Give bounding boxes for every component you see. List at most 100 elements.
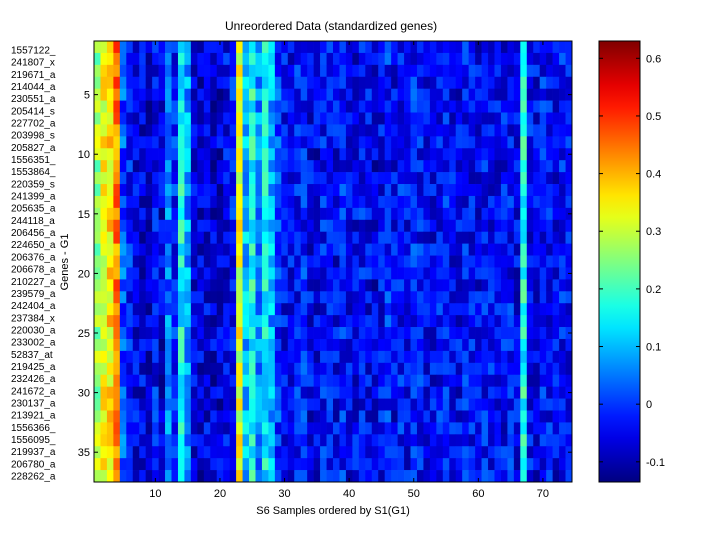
- heatmap-cell: [268, 124, 276, 137]
- heatmap-cell: [397, 52, 405, 66]
- heatmap-cell: [274, 243, 282, 256]
- heatmap-cell: [326, 219, 334, 233]
- heatmap-cell: [171, 446, 179, 459]
- heatmap-cell: [429, 231, 437, 244]
- heatmap-cell: [300, 231, 308, 244]
- heatmap-cell: [533, 374, 541, 387]
- heatmap-cell: [294, 184, 302, 197]
- heatmap-cell: [345, 458, 353, 471]
- heatmap-cell: [507, 172, 515, 185]
- heatmap-cell: [126, 76, 134, 90]
- heatmap-cell: [274, 112, 282, 125]
- heatmap-cell: [358, 362, 366, 376]
- heatmap-cell: [287, 64, 295, 78]
- heatmap-cell: [177, 136, 185, 149]
- heatmap-cell: [165, 219, 172, 233]
- heatmap-cell: [533, 184, 541, 197]
- heatmap-cell: [507, 52, 515, 66]
- heatmap-cell: [171, 88, 179, 101]
- heatmap-cell: [462, 184, 469, 197]
- heatmap-cell: [539, 64, 547, 78]
- heatmap-cell: [139, 327, 147, 340]
- heatmap-cell: [203, 195, 211, 209]
- heatmap-cell: [113, 219, 121, 233]
- heatmap-cell: [132, 52, 140, 66]
- heatmap-cell: [139, 434, 147, 447]
- heatmap-cell: [281, 52, 289, 66]
- heatmap-cell: [500, 52, 508, 66]
- heatmap-cell: [171, 52, 179, 66]
- heatmap-cell: [449, 327, 457, 340]
- heatmap-cell: [488, 100, 495, 113]
- heatmap-cell: [345, 136, 353, 149]
- heatmap-cell: [345, 231, 353, 244]
- heatmap-cell: [507, 267, 515, 280]
- heatmap-cell: [94, 374, 101, 387]
- heatmap-cell: [559, 124, 566, 137]
- heatmap-cell: [410, 446, 418, 459]
- heatmap-cell: [546, 327, 553, 340]
- heatmap-cell: [494, 470, 502, 483]
- heatmap-cell: [507, 255, 515, 268]
- heatmap-cell: [313, 267, 321, 280]
- heatmap-cell: [94, 52, 101, 66]
- heatmap-cell: [106, 231, 114, 244]
- heatmap-cell: [429, 279, 437, 292]
- heatmap-cell: [216, 195, 224, 209]
- heatmap-cell: [404, 291, 411, 304]
- heatmap-cell: [165, 267, 172, 280]
- heatmap-cell: [158, 327, 166, 340]
- y-axis-label: Genes - G1: [59, 234, 71, 291]
- heatmap-cell: [416, 458, 424, 471]
- heatmap-cell: [410, 434, 418, 447]
- heatmap-cell: [391, 124, 398, 137]
- heatmap-cell: [100, 100, 108, 113]
- heatmap-cell: [429, 207, 437, 221]
- heatmap-cell: [365, 362, 373, 376]
- heatmap-cell: [436, 255, 444, 268]
- heatmap-cell: [475, 243, 482, 256]
- heatmap-cell: [468, 243, 476, 256]
- heatmap-cell: [423, 112, 431, 125]
- heatmap-cell: [94, 338, 101, 352]
- heatmap-cell: [268, 303, 276, 316]
- heatmap-cell: [294, 112, 302, 125]
- heatmap-cell: [326, 362, 334, 376]
- heatmap-cell: [494, 88, 502, 101]
- heatmap-cell: [242, 231, 250, 244]
- gene-label: 205827_a: [11, 143, 56, 154]
- heatmap-cell: [203, 350, 211, 364]
- heatmap-cell: [462, 41, 469, 54]
- heatmap-cell: [384, 52, 392, 66]
- heatmap-cell: [526, 41, 534, 54]
- heatmap-cell: [126, 398, 134, 411]
- heatmap-cell: [190, 327, 198, 340]
- heatmap-cell: [152, 350, 159, 364]
- heatmap-cell: [197, 243, 205, 256]
- heatmap-cell: [455, 88, 463, 101]
- heatmap-cell: [507, 231, 515, 244]
- heatmap-cell: [100, 136, 108, 149]
- heatmap-cell: [294, 350, 302, 364]
- heatmap-cell: [190, 231, 198, 244]
- heatmap-cell: [481, 207, 489, 221]
- heatmap-cell: [539, 338, 547, 352]
- heatmap-cell: [184, 458, 192, 471]
- heatmap-cell: [249, 422, 256, 435]
- heatmap-cell: [533, 470, 541, 483]
- heatmap-cell: [249, 303, 256, 316]
- heatmap-cell: [268, 100, 276, 113]
- heatmap-cell: [249, 148, 256, 161]
- heatmap-cell: [177, 422, 185, 435]
- heatmap-cell: [249, 362, 256, 376]
- heatmap-cell: [546, 279, 553, 292]
- heatmap-cell: [294, 434, 302, 447]
- heatmap-cell: [94, 112, 101, 125]
- heatmap-cell: [255, 291, 263, 304]
- heatmap-cell: [184, 64, 192, 78]
- heatmap-cell: [242, 136, 250, 149]
- heatmap-cell: [158, 350, 166, 364]
- heatmap-cell: [307, 112, 314, 125]
- heatmap-cell: [378, 338, 386, 352]
- heatmap-cell: [481, 470, 489, 483]
